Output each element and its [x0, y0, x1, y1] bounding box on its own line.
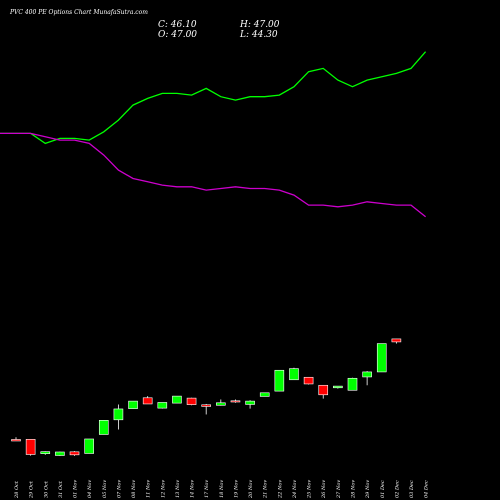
candle-26	[391, 338, 402, 344]
candle-22	[333, 385, 343, 389]
x-tick-label: 04 Dec	[424, 480, 430, 498]
low-value: L: 44.30	[239, 30, 278, 40]
candle-1	[25, 439, 36, 456]
candle-body-13	[201, 404, 211, 407]
candle-11	[172, 395, 182, 404]
chart-title: PVC 400 PE Options Chart MunafaSutra.com	[9, 9, 148, 16]
candle-body-12	[186, 397, 197, 405]
x-tick-label: 01 Dec	[380, 480, 386, 498]
x-tick-label: 04 Nov	[87, 480, 93, 498]
candle-body-2	[40, 451, 51, 454]
candle-24	[362, 371, 372, 386]
candle-body-21	[318, 384, 329, 396]
x-tick-label: 18 Nov	[219, 480, 225, 498]
x-tick-label: 12 Nov	[160, 480, 166, 498]
candle-7	[113, 404, 124, 430]
x-tick-label: 08 Nov	[131, 480, 137, 498]
x-tick-label: 30 Oct	[43, 480, 49, 498]
candle-9	[142, 396, 153, 405]
candle-body-17	[259, 392, 270, 397]
x-tick-label: 14 Nov	[190, 480, 196, 498]
x-tick-label: 19 Nov	[233, 480, 239, 498]
candle-2	[40, 451, 51, 455]
open-value: O: 47.00	[158, 30, 197, 40]
x-tick-label: 17 Nov	[204, 480, 210, 498]
candle-0	[11, 437, 21, 442]
candle-13	[201, 403, 211, 415]
candle-4	[69, 451, 80, 456]
x-tick-label: 13 Nov	[175, 480, 181, 498]
upper-band-line	[0, 51, 427, 145]
candle-6	[98, 419, 109, 435]
candle-15	[230, 399, 241, 403]
candle-body-14	[216, 402, 226, 406]
candle-body-20	[303, 376, 314, 385]
candle-3	[55, 451, 65, 456]
candle-body-23	[347, 377, 358, 391]
candle-12	[186, 397, 197, 406]
candle-body-18	[274, 369, 285, 392]
candle-body-3	[55, 451, 65, 456]
candle-18	[274, 369, 285, 392]
bands-layer	[0, 51, 427, 218]
candle-body-5	[84, 438, 94, 454]
x-tick-label: 11 Nov	[146, 480, 152, 498]
candle-body-8	[128, 400, 138, 409]
candle-body-6	[98, 419, 109, 435]
x-tick-label: 20 Nov	[248, 480, 254, 499]
x-tick-label: 31 Oct	[58, 480, 64, 498]
candles-layer	[11, 338, 402, 456]
x-tick-label: 29 Oct	[29, 480, 35, 499]
candle-body-26	[391, 338, 402, 343]
candle-body-9	[142, 397, 153, 405]
candle-21	[318, 384, 329, 399]
candle-10	[157, 402, 168, 409]
x-tick-label: 22 Nov	[277, 480, 283, 499]
close-value: C: 46.10	[158, 20, 197, 30]
x-tick-label: 29 Nov	[365, 480, 371, 499]
candle-body-7	[113, 408, 124, 421]
x-tick-label: 07 Nov	[116, 480, 122, 498]
x-tick-label: 28 Nov	[350, 480, 356, 499]
candle-20	[303, 376, 314, 385]
candle-14	[216, 399, 226, 406]
lower-band-line	[0, 132, 427, 218]
x-tick-label: 21 Nov	[263, 480, 269, 499]
x-tick-label: 26 Nov	[321, 480, 327, 499]
candle-body-19	[289, 368, 299, 381]
candle-23	[347, 377, 358, 391]
candle-19	[289, 367, 299, 381]
candle-body-1	[25, 439, 36, 455]
candle-body-22	[333, 385, 343, 389]
x-tick-label: 02 Dec	[394, 480, 400, 498]
candle-body-15	[230, 400, 241, 403]
x-tick-label: 28 Oct	[14, 480, 20, 499]
x-tick-label: 25 Nov	[307, 480, 313, 499]
candle-body-24	[362, 371, 372, 378]
high-value: H: 47.00	[239, 20, 280, 30]
candle-body-0	[11, 439, 21, 442]
candle-body-11	[172, 395, 182, 404]
x-tick-label: 01 Nov	[73, 480, 79, 498]
candle-25	[376, 343, 387, 373]
x-tick-label: 27 Nov	[336, 480, 342, 499]
candle-5	[84, 438, 94, 454]
candle-16	[245, 400, 255, 409]
candle-body-16	[245, 400, 255, 405]
candle-body-25	[376, 343, 387, 373]
candle-8	[128, 400, 138, 409]
candle-body-10	[157, 402, 168, 409]
x-tick-label: 24 Nov	[292, 480, 298, 499]
x-tick-label: 05 Nov	[102, 480, 108, 498]
candle-body-4	[69, 451, 80, 456]
x-axis: 28 Oct 29 Oct 30 Oct 31 Oct 01 Nov 04 Nov 05 N…	[14, 480, 430, 499]
x-tick-label: 03 Dec	[409, 480, 415, 498]
candle-17	[259, 392, 270, 397]
